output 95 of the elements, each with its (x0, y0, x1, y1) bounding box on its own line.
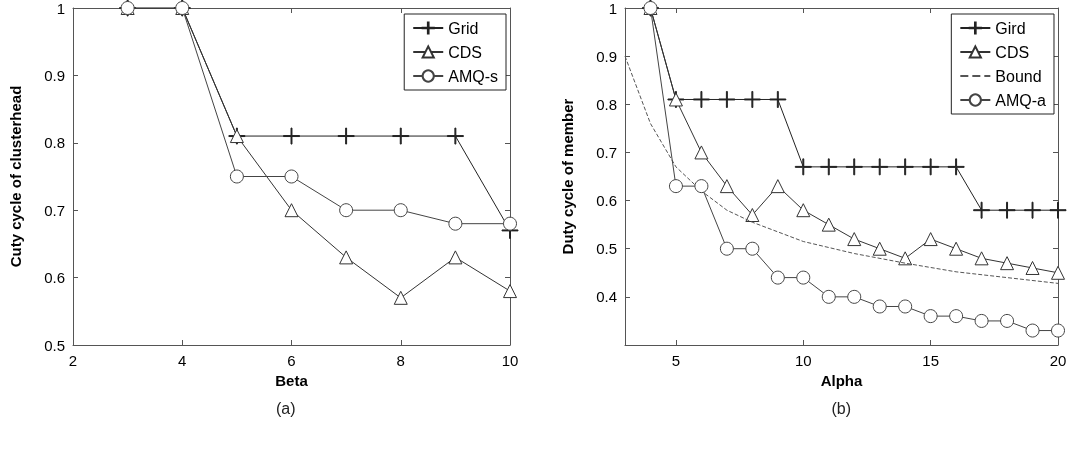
point (446, 127, 464, 145)
point (1051, 265, 1065, 280)
point (668, 179, 683, 194)
legend-label: Bound (995, 67, 1042, 85)
point (339, 250, 354, 265)
point (448, 216, 463, 231)
point (821, 289, 836, 304)
x-axis-title: Alpha (820, 371, 863, 389)
legend-label: AMQ-s (448, 67, 499, 85)
point (392, 127, 410, 145)
point (719, 179, 734, 194)
y-axis-title: Cuty cycle of clusterhead (7, 85, 24, 268)
legend-label: Grid (448, 19, 479, 37)
point (448, 250, 463, 265)
point (845, 158, 863, 176)
point (503, 284, 517, 299)
point (974, 251, 989, 266)
point (871, 158, 889, 176)
point (872, 241, 887, 256)
point (745, 241, 760, 256)
point (847, 289, 862, 304)
y-tick-label: 0.8 (44, 134, 65, 152)
point (393, 203, 408, 218)
legend-label: CDS (995, 43, 1030, 61)
point (872, 299, 887, 314)
point (796, 270, 811, 285)
point (694, 179, 709, 194)
point (229, 169, 244, 184)
point (503, 216, 517, 231)
point (745, 208, 760, 223)
y-axis-title: Duty cycle of member (559, 98, 576, 255)
point (998, 201, 1016, 219)
point (769, 90, 787, 108)
y-tick-label: 0.4 (596, 288, 617, 306)
point (974, 313, 989, 328)
y-tick-label: 0.5 (44, 336, 65, 354)
x-tick-label: 15 (922, 352, 939, 369)
point (973, 201, 991, 219)
x-tick-label: 2 (68, 352, 78, 369)
point (898, 299, 913, 314)
point (820, 158, 838, 176)
point (283, 127, 300, 145)
point (694, 145, 709, 160)
x-tick-label: 5 (671, 352, 681, 369)
point (949, 241, 964, 256)
y-tick-label: 0.9 (44, 66, 65, 84)
point (1000, 256, 1015, 271)
y-tick-label: 0.6 (596, 192, 617, 210)
point (922, 158, 940, 176)
point (796, 203, 811, 218)
point (339, 203, 354, 218)
legend-label: Gird (995, 19, 1026, 37)
point (821, 217, 836, 232)
y-tick-label: 1 (608, 0, 617, 17)
x-tick-label: 10 (794, 352, 812, 369)
point (719, 241, 734, 256)
y-tick-label: 0.5 (596, 240, 617, 258)
point (692, 90, 710, 108)
point (284, 169, 299, 184)
point (1000, 313, 1015, 328)
y-tick-label: 0.8 (596, 95, 617, 113)
legend-label: AMQ-a (995, 91, 1047, 109)
point (770, 270, 785, 285)
x-axis-title: Beta (275, 371, 309, 389)
point (847, 232, 862, 247)
point (1024, 201, 1042, 219)
text: (b) (831, 399, 852, 417)
point (1049, 201, 1067, 219)
x-tick-label: 20 (1049, 352, 1067, 369)
point (1025, 323, 1040, 338)
y-tick-label: 1 (56, 0, 65, 17)
y-tick-label: 0.7 (596, 143, 617, 161)
x-tick-label: 6 (287, 352, 296, 369)
y-tick-label: 0.7 (44, 201, 65, 219)
text: (a) (276, 399, 296, 417)
point (923, 309, 938, 324)
point (393, 290, 408, 305)
point (718, 90, 736, 108)
point (794, 158, 812, 176)
x-tick-label: 10 (501, 352, 519, 369)
point (337, 127, 355, 145)
point (949, 309, 964, 324)
x-tick-label: 8 (396, 352, 405, 369)
y-tick-label: 0.9 (596, 47, 617, 65)
point (947, 158, 965, 176)
point (284, 203, 299, 218)
point (1025, 260, 1040, 275)
y-tick-label: 0.6 (44, 269, 65, 287)
point (923, 232, 938, 247)
point (743, 90, 761, 108)
x-tick-label: 4 (178, 352, 187, 369)
point (1051, 323, 1065, 338)
legend-label: CDS (448, 43, 483, 61)
point (770, 179, 785, 194)
point (896, 158, 914, 176)
